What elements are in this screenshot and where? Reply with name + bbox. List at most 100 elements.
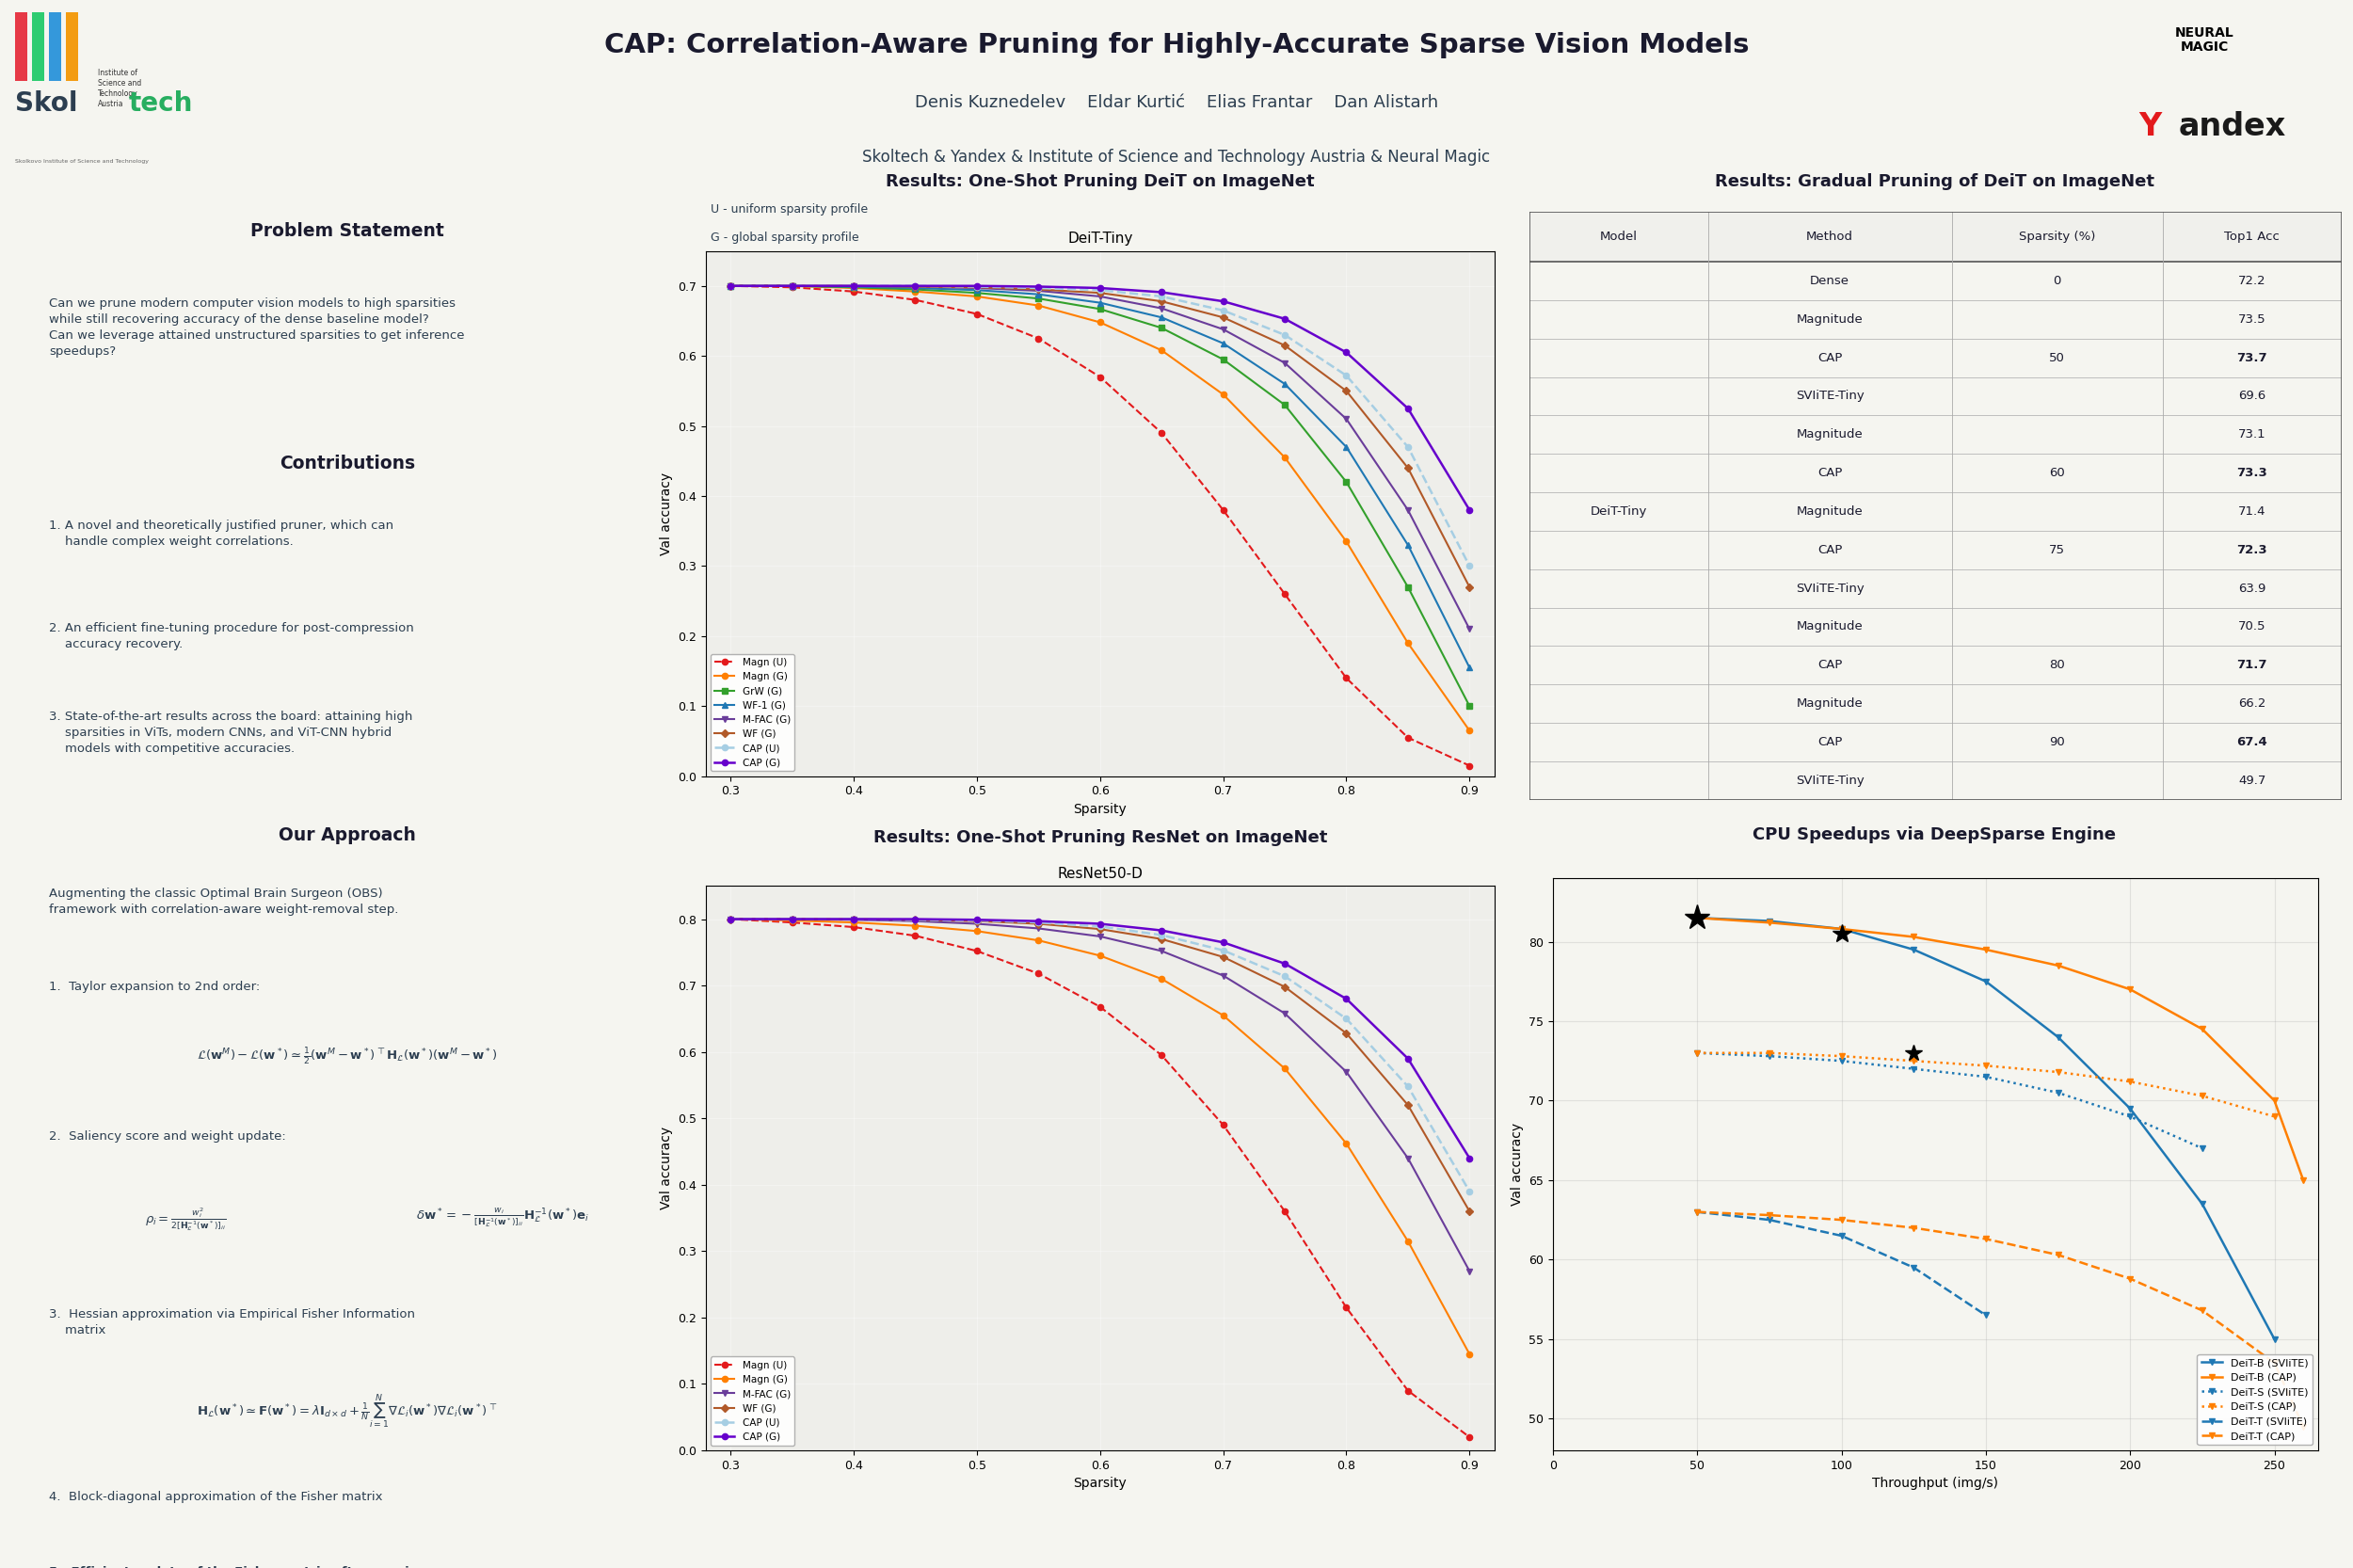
WF (G) (1024, 281, 1052, 299)
WF (G) (901, 278, 929, 296)
CAP (G) (1148, 282, 1176, 301)
CAP (U) (779, 909, 807, 928)
DeiT-B (SVIiTE) (2045, 1027, 2073, 1046)
DeiT-S (CAP) (1682, 1044, 1711, 1063)
Line: DeiT-S (SVIiTE): DeiT-S (SVIiTE) (1694, 1049, 2205, 1151)
GrW (G) (1457, 696, 1485, 715)
DeiT-S (CAP) (1828, 1047, 1857, 1066)
DeiT-T (CAP) (1755, 1206, 1784, 1225)
DeiT-T (CAP) (1972, 1229, 2000, 1248)
GrW (G) (962, 284, 991, 303)
Magn (G) (901, 282, 929, 301)
Text: 73.7: 73.7 (2238, 351, 2268, 364)
CAP (G) (1087, 914, 1115, 933)
Magn (U) (1271, 1203, 1299, 1221)
CAP (G) (1209, 292, 1238, 310)
Magn (U) (1148, 423, 1176, 442)
CAP (G) (1024, 911, 1052, 930)
M-FAC (G) (715, 276, 744, 295)
Bar (1529, 212, 2341, 262)
Legend: Magn (U), Magn (G), M-FAC (G), WF (G), CAP (U), CAP (G): Magn (U), Magn (G), M-FAC (G), WF (G), C… (711, 1356, 795, 1446)
DeiT-S (CAP) (1755, 1044, 1784, 1063)
M-FAC (G) (840, 911, 868, 930)
Text: 50: 50 (2049, 351, 2066, 364)
DeiT-B (CAP) (2115, 980, 2144, 999)
Magn (G) (779, 911, 807, 930)
DeiT-B (CAP) (1828, 919, 1857, 938)
WF (G) (715, 909, 744, 928)
Bar (33, 13, 45, 82)
M-FAC (G) (1024, 919, 1052, 938)
CAP (U) (1457, 557, 1485, 575)
DeiT-B (CAP) (2289, 1171, 2318, 1190)
Magn (G) (962, 922, 991, 941)
CAP (U) (1457, 1182, 1485, 1201)
DeiT-B (CAP) (1682, 908, 1711, 927)
WF (G) (1271, 336, 1299, 354)
WF (G) (1087, 284, 1115, 303)
Text: 73.5: 73.5 (2238, 314, 2266, 326)
Text: $\delta\mathbf{w}^* = -\frac{w_i}{[\mathbf{H}_\mathcal{L}^{-1}(\mathbf{w}^*)]_{i: $\delta\mathbf{w}^* = -\frac{w_i}{[\math… (416, 1206, 588, 1229)
Magn (U) (1148, 1046, 1176, 1065)
DeiT-S (SVIiTE) (2045, 1083, 2073, 1102)
M-FAC (G) (1148, 942, 1176, 961)
DeiT-B (SVIiTE) (2115, 1099, 2144, 1118)
M-FAC (G) (1457, 1262, 1485, 1281)
Text: Can we prune modern computer vision models to high sparsities
while still recove: Can we prune modern computer vision mode… (49, 298, 466, 358)
WF (G) (1393, 458, 1421, 477)
CAP (U) (1087, 281, 1115, 299)
M-FAC (G) (1087, 287, 1115, 306)
Magn (U) (901, 290, 929, 309)
Magn (U) (1024, 964, 1052, 983)
CAP (G) (1457, 1149, 1485, 1168)
WF-1 (G) (1457, 659, 1485, 677)
WF (G) (779, 909, 807, 928)
M-FAC (G) (1271, 1004, 1299, 1022)
WF (G) (840, 276, 868, 295)
WF-1 (G) (1332, 437, 1360, 456)
Text: 4.  Block-diagonal approximation of the Fisher matrix: 4. Block-diagonal approximation of the F… (49, 1491, 384, 1504)
Text: NEURAL
MAGIC: NEURAL MAGIC (2174, 27, 2235, 53)
Text: 90: 90 (2049, 735, 2066, 748)
CAP (G) (840, 276, 868, 295)
Text: CAP: Correlation-Aware Pruning for Highly-Accurate Sparse Vision Models: CAP: Correlation-Aware Pruning for Highl… (605, 31, 1748, 58)
Text: 3. State-of-the-art results across the board: attaining high
    sparsities in V: 3. State-of-the-art results across the b… (49, 710, 414, 754)
DeiT-B (CAP) (2045, 956, 2073, 975)
CAP (U) (1393, 437, 1421, 456)
Magn (U) (962, 942, 991, 961)
CAP (U) (1087, 917, 1115, 936)
CAP (U) (1393, 1077, 1421, 1096)
Magn (G) (1148, 969, 1176, 988)
WF (G) (1332, 381, 1360, 400)
Text: Results: One-Shot Pruning DeiT on ImageNet: Results: One-Shot Pruning DeiT on ImageN… (885, 174, 1315, 190)
Text: 5.  Efficient update of the Fisher matrix after pruning a
    group of weights ←: 5. Efficient update of the Fisher matrix… (49, 1566, 440, 1568)
Text: CAP: CAP (1817, 467, 1842, 480)
Text: Skolkovo Institute of Science and Technology: Skolkovo Institute of Science and Techno… (16, 158, 148, 163)
Magn (U) (1209, 500, 1238, 519)
M-FAC (G) (1332, 1063, 1360, 1082)
GrW (G) (901, 281, 929, 299)
Text: CAP: CAP (1817, 735, 1842, 748)
Text: Skoltech & Yandex & Institute of Science and Technology Austria & Neural Magic: Skoltech & Yandex & Institute of Science… (864, 149, 1489, 165)
Magn (U) (1332, 668, 1360, 687)
Text: 69.6: 69.6 (2238, 390, 2266, 403)
Text: 71.7: 71.7 (2238, 659, 2268, 671)
GrW (G) (1087, 299, 1115, 318)
CAP (U) (715, 276, 744, 295)
CAP (U) (962, 278, 991, 296)
Text: 67.4: 67.4 (2235, 735, 2268, 748)
Line: WF-1 (G): WF-1 (G) (727, 282, 1473, 671)
Magn (G) (1024, 931, 1052, 950)
CAP (U) (840, 909, 868, 928)
Text: Contributions: Contributions (280, 455, 414, 472)
M-FAC (G) (1024, 281, 1052, 299)
Text: Our Approach: Our Approach (278, 826, 416, 845)
M-FAC (G) (1087, 927, 1115, 946)
Y-axis label: Val accuracy: Val accuracy (659, 1127, 673, 1209)
Text: 63.9: 63.9 (2238, 582, 2266, 594)
Magn (G) (962, 287, 991, 306)
Line: CAP (G): CAP (G) (727, 282, 1473, 513)
Text: 71.4: 71.4 (2238, 505, 2266, 517)
Text: Dense: Dense (1809, 274, 1849, 287)
CAP (U) (1148, 925, 1176, 944)
